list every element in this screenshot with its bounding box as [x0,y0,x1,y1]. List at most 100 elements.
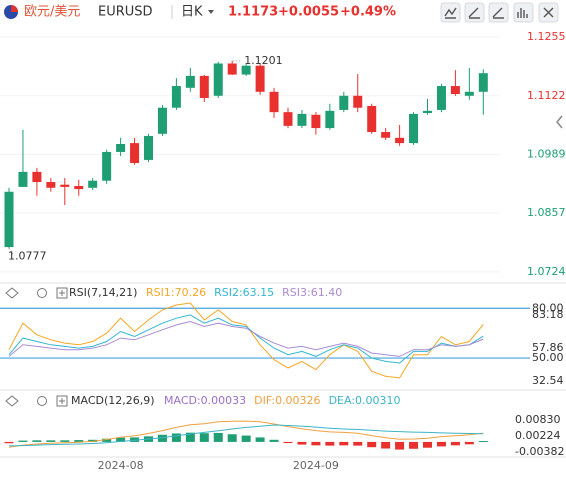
candle-body [255,65,265,92]
candle-body [46,182,56,188]
histogram-bar [46,440,56,442]
y-tick-label: 1.0724 [527,265,566,278]
y-tick-label: 80.00 [532,301,564,314]
histogram-bar [339,441,349,446]
candle-body [60,184,70,187]
candle-body [185,75,195,88]
tool-icon [517,8,528,18]
candle-body [297,113,307,126]
indicator-title: MACD(12,26,9) [71,394,155,407]
histogram-bar [199,433,209,442]
candle-body [353,95,363,108]
histogram-bar [60,440,70,442]
histogram-bar [423,441,432,448]
histogram-bar [18,440,28,442]
histogram-bar [325,441,335,446]
histogram-bar [185,432,195,442]
expand-icon[interactable] [56,395,68,407]
candle-body [74,186,84,190]
dropdown-arrow[interactable] [208,10,214,14]
y-tick-label: 0.00830 [515,413,561,426]
candle-body [423,110,432,114]
high-label: 1.1201 [244,54,283,67]
close-icon [543,7,554,18]
candle-body [213,63,223,96]
histogram-bar [255,437,265,442]
y-tick-label: 0.00224 [515,429,561,442]
settings-icon[interactable] [37,288,47,298]
histogram-bar [353,441,363,446]
histogram-bar [213,432,223,442]
y-range-label: 83.18 [532,308,564,321]
legend-entry: MACD:0.00033 [164,394,246,407]
candle-body [409,113,419,144]
y-range-label: 32.54 [532,374,564,387]
y-tick-label: 50.00 [532,351,564,364]
series-line [8,424,484,447]
price: 1.1173 [228,5,278,20]
histogram-bar [74,440,84,442]
tool-icon [444,7,457,19]
macd-header: MACD(12,26,9) [5,394,155,407]
header: 欧元/美元 EURUSD 日K 1.1173 +0.0055 +0.49% [4,2,559,23]
histogram-bar [436,441,446,447]
series-line [8,314,484,364]
eye-icon[interactable] [5,395,19,407]
y-tick-label: -0.00382 [515,445,564,458]
legend-entry: DEA:0.00310 [329,394,401,407]
histogram-bar [311,441,321,446]
symbol: EURUSD [98,5,153,20]
candle-body [241,65,251,75]
series-line [8,420,484,448]
histogram-bar [227,434,237,442]
candle-body [464,91,474,96]
histogram-bar [297,441,307,445]
histogram-bar [367,441,377,448]
histogram-bar [381,441,391,449]
flag-icon-part [11,5,18,12]
candle-body [199,75,209,98]
histogram-bar [157,434,167,442]
candle-body [381,132,391,138]
expand-icon[interactable] [56,287,68,299]
histogram-bar [130,437,140,442]
histogram-bar [171,433,181,442]
collapse-arrow[interactable] [556,115,563,129]
histogram-bar [32,440,42,442]
candle-body [311,114,321,129]
candle-body [227,63,237,75]
histogram-bar [450,441,460,446]
y-tick-label: 1.0857 [527,206,566,219]
candle-body [269,91,279,113]
legend-entry: RSI1:70.26 [146,286,206,299]
histogram-bar [116,437,126,442]
change-pct: +0.49% [340,5,396,20]
candle-body [18,171,28,187]
low-label: 1.0777 [8,249,47,262]
tool-button[interactable] [464,2,485,23]
expand-icon-plus [59,290,65,296]
series-line [8,302,484,379]
candle-body [102,151,112,181]
y-tick-label: 1.0989 [527,148,566,161]
candle-body [157,107,167,134]
candle-body [130,143,140,164]
histogram-bar [464,441,474,445]
y-tick-label: 1.1255 [527,30,566,43]
tool-button[interactable] [488,2,509,23]
histogram-bar [269,439,279,442]
rsi-header: RSI(7,14,21) [5,286,137,299]
settings-icon[interactable] [37,396,47,406]
period[interactable]: 日K [181,5,203,20]
expand-icon-plus [59,398,65,404]
candle-body [32,171,42,183]
legend-entry: RSI3:61.40 [282,286,342,299]
tool-icon [468,7,480,19]
candle-body [339,95,349,110]
histogram-bar [283,441,293,443]
histogram-bar [4,441,14,444]
candle-body [367,105,377,133]
candle-body [436,86,446,110]
series-line [8,320,484,357]
eye-icon[interactable] [5,287,19,299]
